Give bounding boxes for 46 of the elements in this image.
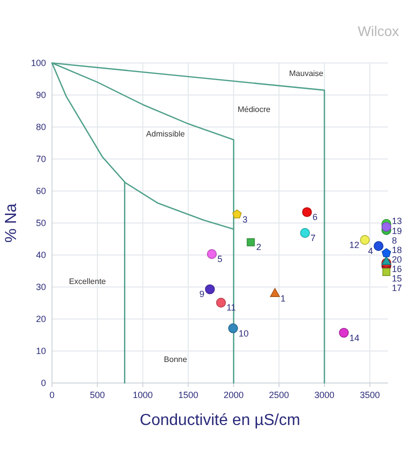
y-tick-label: 100 [30, 58, 46, 68]
y-tick-label: 0 [40, 378, 46, 388]
y-axis-title: % Na [3, 203, 20, 243]
annotation: 4 [368, 246, 374, 256]
annotation: Admissible [146, 130, 186, 139]
annotation: 13 [392, 216, 402, 226]
x-tick-label: 2000 [224, 390, 244, 400]
annotation: Bonne [164, 355, 188, 364]
annotation: 6 [312, 212, 318, 222]
x-tick-label: 3500 [360, 390, 380, 400]
annotation: Médiocre [238, 104, 272, 114]
x-tick-label: 1000 [132, 390, 153, 400]
y-tick-label: 10 [36, 346, 46, 356]
y-tick-label: 60 [36, 186, 46, 196]
annotation: 18 [392, 244, 402, 255]
annotation: Excellente [68, 276, 106, 286]
chart-title: Wilcox [358, 23, 399, 39]
annotation: 9 [199, 289, 204, 300]
y-tick-label: 40 [36, 250, 46, 260]
x-tick-label: 1500 [178, 390, 198, 400]
annotation: 8 [392, 235, 397, 246]
annotation: Mauvaise [289, 68, 324, 78]
annotation: 12 [349, 240, 360, 250]
y-tick-label: 70 [36, 154, 46, 164]
annotation: 10 [238, 328, 249, 338]
annotation: 19 [392, 226, 402, 236]
annotation: 20 [392, 254, 402, 264]
annotation: 14 [349, 332, 360, 343]
y-tick-label: 80 [36, 122, 46, 132]
y-tick-label: 90 [36, 90, 46, 100]
annotation: 7 [310, 232, 316, 243]
x-tick-label: 500 [90, 390, 105, 400]
x-tick-label: 0 [49, 390, 55, 400]
annotation: 1 [280, 293, 286, 304]
y-tick-label: 20 [36, 314, 46, 324]
y-tick-label: 30 [36, 282, 46, 292]
x-tick-label: 2500 [269, 390, 290, 400]
annotation: 2 [256, 242, 262, 252]
annotation: 17 [392, 282, 402, 293]
annotation: 5 [217, 254, 222, 264]
annotation: 3 [242, 214, 248, 224]
x-tick-label: 3000 [314, 390, 334, 400]
annotation: 16 [392, 264, 402, 274]
y-tick-label: 50 [36, 218, 46, 228]
x-axis-title: Conductivité en µS/cm [140, 412, 300, 429]
annotation: 15 [392, 273, 402, 284]
